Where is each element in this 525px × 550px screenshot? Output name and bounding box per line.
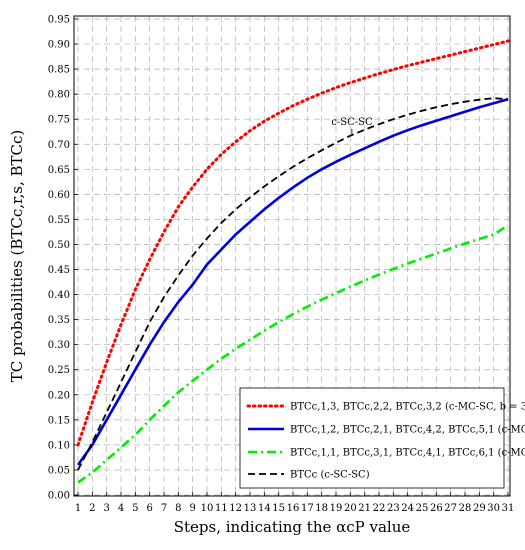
x-tick-label: 5 <box>132 503 138 514</box>
x-ticks: 1 2 3 4 5 6 7 8 9 10 11 12 13 14 15 16 17 18 19 20 21 22 23 24 2… <box>75 492 515 514</box>
y-tick-label: 0.65 <box>48 165 70 176</box>
legend-label-2: BTCc,1,2, BTCc,2,1, BTCc,4,2, BTCc,5,1 (… <box>290 425 525 436</box>
y-tick-label: 0.20 <box>48 390 70 401</box>
legend: BTCc,1,3, BTCc,2,2, BTCc,3,2 (c-MC-SC, b… <box>239 387 525 489</box>
series-line-2 <box>76 97 509 466</box>
x-tick-label: 2 <box>89 503 95 514</box>
x-tick-label: 14 <box>258 503 271 514</box>
x-tick-label: 18 <box>315 503 328 514</box>
y-tick-label: 0.30 <box>48 340 70 351</box>
y-tick-label: 0.10 <box>48 440 70 451</box>
x-tick-label: 11 <box>215 503 228 514</box>
y-tick-label: 0.80 <box>48 90 70 101</box>
x-tick-label: 25 <box>416 503 429 514</box>
x-tick-label: 4 <box>118 503 124 514</box>
y-tick-label: 0.25 <box>48 365 70 376</box>
series-line-4 <box>77 97 509 471</box>
y-tick-label: 0.75 <box>48 115 70 126</box>
x-tick-label: 30 <box>487 503 500 514</box>
x-tick-label: 21 <box>358 503 371 514</box>
x-tick-label: 9 <box>189 503 195 514</box>
x-tick-label: 20 <box>344 503 357 514</box>
x-tick-label: 22 <box>373 503 386 514</box>
series-line-1 <box>76 39 510 447</box>
y-tick-label: 0.40 <box>48 290 70 301</box>
x-tick-label: 1 <box>75 503 81 514</box>
y-tick-label: 0.05 <box>48 465 70 476</box>
annotation-arrow: ↓ <box>348 128 356 139</box>
grid <box>74 16 510 496</box>
x-tick-label: 12 <box>229 503 242 514</box>
legend-box <box>239 387 505 489</box>
x-tick-label: 23 <box>387 503 400 514</box>
series-line-3 <box>77 224 509 484</box>
legend-label-4: BTCc (c-SC-SC) <box>290 470 370 481</box>
legend-label-3: BTCc,1,1, BTCc,3,1, BTCc,4,1, BTCc,6,1 (… <box>290 448 525 459</box>
x-tick-label: 19 <box>330 503 343 514</box>
x-tick-label: 17 <box>301 503 314 514</box>
x-tick-label: 15 <box>272 503 285 514</box>
legend-label-1: BTCc,1,3, BTCc,2,2, BTCc,3,2 (c-MC-SC, b… <box>290 402 525 413</box>
y-tick-label: 0.55 <box>48 215 70 226</box>
y-tick-label: 0.95 <box>48 15 70 26</box>
x-axis-label: Steps, indicating the αcP value <box>174 518 411 536</box>
y-tick-label: 0.60 <box>48 190 70 201</box>
x-tick-label: 10 <box>201 503 214 514</box>
x-tick-label: 6 <box>146 503 152 514</box>
x-tick-label: 7 <box>161 503 167 514</box>
x-tick-label: 29 <box>473 503 486 514</box>
y-tick-label: 0.00 <box>48 491 70 502</box>
y-tick-label: 0.70 <box>48 140 70 151</box>
x-tick-label: 28 <box>459 503 472 514</box>
legend-items: BTCc,1,3, BTCc,2,2, BTCc,3,2 (c-MC-SC, b… <box>246 402 525 481</box>
y-ticks: 0.00 0.05 0.10 0.15 0.20 0.25 0.30 0.35 0.40 0.45… <box>48 15 78 502</box>
annotation-label: c-SC-SC <box>331 117 373 128</box>
y-tick-label: 0.50 <box>48 240 70 251</box>
y-tick-label: 0.35 <box>48 315 70 326</box>
x-tick-label: 27 <box>444 503 457 514</box>
y-tick-label: 0.45 <box>48 265 70 276</box>
plot-frame <box>73 15 511 497</box>
x-tick-label: 13 <box>244 503 257 514</box>
x-tick-label: 26 <box>430 503 443 514</box>
x-tick-label: 31 <box>502 503 515 514</box>
x-tick-label: 24 <box>401 503 414 514</box>
y-axis-label: TC probabilities (BTCc,r,s, BTCc) <box>8 130 26 383</box>
x-tick-label: 16 <box>287 503 300 514</box>
series-group <box>76 39 510 484</box>
y-tick-label: 0.85 <box>48 65 70 76</box>
y-tick-label: 0.15 <box>48 415 70 426</box>
x-tick-label: 3 <box>103 503 109 514</box>
y-tick-label: 0.90 <box>48 40 70 51</box>
x-tick-label: 8 <box>175 503 181 514</box>
